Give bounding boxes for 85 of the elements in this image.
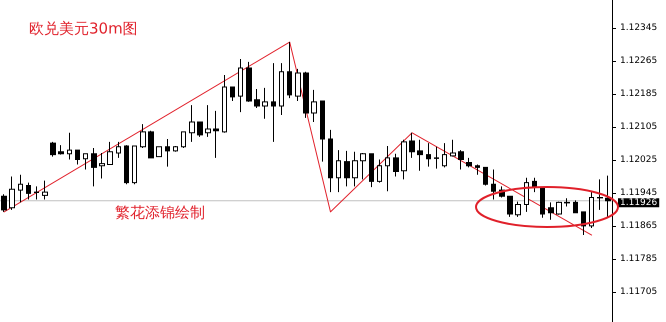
candlestick (116, 141, 121, 158)
candlestick (548, 202, 554, 220)
candlestick (107, 141, 113, 166)
candlestick (369, 153, 374, 188)
y-tick-label: 1.11705 (620, 286, 658, 297)
candlestick (75, 150, 80, 166)
candlestick (197, 122, 203, 138)
candlestick (67, 132, 72, 160)
candlestick (91, 148, 97, 187)
candlestick (42, 180, 48, 200)
candlestick (254, 88, 260, 109)
candlestick (417, 139, 423, 172)
candlestick (573, 200, 578, 214)
candlestick (83, 153, 88, 170)
candlestick (262, 87, 268, 120)
candlestick (532, 177, 537, 193)
candlestick (58, 144, 64, 156)
y-tick-label: 1.12345 (620, 23, 658, 34)
candlestick (9, 176, 15, 210)
y-tick-label: 1.12105 (620, 122, 658, 132)
candlestick (279, 62, 284, 116)
candlestick (189, 104, 195, 142)
candlestick (295, 68, 301, 102)
candlestick (50, 141, 56, 158)
ref-line-label: 1.11926 (620, 198, 658, 208)
line-series (4, 42, 592, 236)
candlestick (491, 168, 496, 200)
candlestick (352, 151, 358, 187)
candlestick (156, 146, 162, 158)
candlestick (393, 153, 399, 177)
y-tick-label: 1.11785 (620, 254, 658, 264)
candlestick (434, 146, 439, 170)
candlestick (507, 196, 513, 218)
candlestick (589, 192, 594, 228)
candlestick (564, 198, 570, 208)
candlestick (99, 152, 105, 180)
candlestick (450, 139, 456, 158)
candlestick (165, 138, 170, 168)
candlestick (458, 150, 464, 170)
candlestick (238, 58, 243, 113)
candlestick (320, 100, 325, 162)
candlestick (205, 104, 211, 138)
candlestick (377, 159, 382, 184)
candlestick (385, 145, 390, 192)
y-tick-label: 1.12025 (620, 154, 658, 165)
y-tick-label: 1.11945 (620, 188, 658, 198)
candlestick (18, 174, 23, 203)
candlestick (34, 186, 39, 200)
candlestick (360, 152, 366, 180)
candlestick (426, 142, 431, 168)
candlestick (26, 182, 31, 200)
y-tick-label: 1.12265 (620, 56, 658, 66)
candlestick (246, 61, 252, 102)
candlestick (515, 201, 521, 218)
candlestick (303, 71, 309, 118)
candlestick (124, 144, 129, 185)
candlestick (556, 201, 562, 216)
candlestick (213, 110, 219, 158)
candlestick (328, 129, 333, 193)
candlestick (540, 188, 545, 218)
y-tick-label: 1.11865 (620, 220, 658, 231)
candlestick (1, 194, 7, 212)
y-tick-label: 1.12185 (620, 89, 658, 100)
annotation: 繁花添锦绘制 (115, 204, 205, 222)
candlestick (524, 177, 529, 212)
candlestick (344, 150, 350, 187)
text: 欧兑美元30m图 (29, 20, 138, 38)
candlestick (442, 142, 447, 168)
candlestick (311, 89, 317, 123)
candlestick (483, 166, 488, 186)
candlestick (173, 145, 178, 152)
candlestick (597, 178, 603, 210)
candlestick (466, 157, 472, 168)
candlestick (336, 150, 341, 193)
candlestick (230, 86, 235, 102)
candlestick (181, 131, 186, 149)
candlestick (271, 62, 276, 142)
candlestick (132, 145, 137, 185)
candlestick (401, 139, 407, 180)
candlestick (409, 132, 415, 158)
candlestick (140, 124, 146, 149)
candlestick (148, 130, 154, 158)
candlestick (475, 164, 480, 176)
candlestick (222, 74, 227, 134)
candlestick (287, 42, 292, 99)
